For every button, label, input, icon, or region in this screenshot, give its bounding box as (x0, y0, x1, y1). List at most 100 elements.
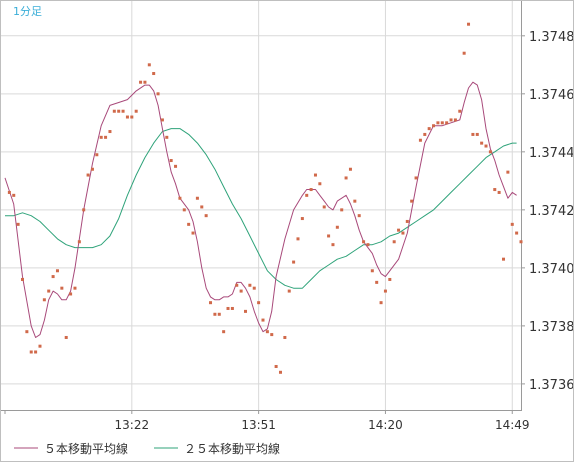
price-dot (12, 193, 16, 197)
x-tick-label: 14:49 (495, 418, 530, 432)
price-dot (209, 301, 213, 305)
price-dot (309, 188, 313, 192)
price-dot (90, 167, 94, 171)
price-dot (357, 214, 361, 218)
price-dot (47, 289, 51, 293)
ma5-layer (4, 81, 517, 338)
price-dot (370, 269, 374, 273)
price-dot (322, 205, 326, 209)
price-dot (34, 350, 38, 354)
price-dot (388, 277, 392, 281)
price-dot (156, 92, 160, 96)
price-dot (449, 118, 453, 122)
horizontal-gridlines (0, 35, 525, 385)
price-dot (265, 330, 269, 334)
price-dot (331, 243, 335, 247)
price-dot (305, 193, 309, 197)
price-dot (335, 225, 339, 229)
price-dot (130, 115, 134, 119)
price-dot (82, 208, 86, 212)
price-dot (139, 80, 143, 84)
price-dot (292, 260, 296, 264)
price-dot (383, 289, 387, 293)
price-dot (436, 121, 440, 125)
vertical-gridlines (4, 1, 513, 414)
price-dot (143, 80, 147, 84)
price-dot (169, 159, 173, 163)
y-tick-label: 1.3744 (529, 146, 574, 161)
price-dots-layer (7, 22, 523, 374)
price-dot (42, 298, 46, 302)
ma25-line (5, 128, 517, 289)
x-tick-label: 13:51 (241, 418, 276, 432)
price-dot (414, 176, 418, 180)
timeframe-label[interactable]: 1分足 (13, 5, 42, 18)
price-dot (401, 231, 405, 235)
price-dot (327, 234, 331, 238)
y-axis-tick-labels: 1.3736 1.3738 1.3740 1.3742 1.3744 1.3746 1.37… (529, 30, 574, 393)
price-dot (502, 257, 506, 261)
price-dot (38, 344, 42, 348)
price-dot (152, 72, 156, 76)
y-tick-label: 1.3738 (529, 320, 574, 335)
legend: ５本移動平均線 ２５本移動平均線 (14, 441, 280, 456)
price-dot (86, 173, 90, 177)
price-dot (405, 219, 409, 223)
price-dot (497, 190, 501, 194)
price-dot (410, 199, 414, 203)
price-dot (222, 330, 226, 334)
price-dot (471, 132, 475, 136)
ma25-layer (5, 128, 517, 289)
price-dot (252, 286, 256, 290)
price-dot (25, 330, 29, 334)
y-tick-label: 1.3736 (529, 378, 574, 393)
price-dot (134, 109, 138, 113)
price-dot (440, 121, 444, 125)
price-dot (125, 115, 129, 119)
price-dot (283, 335, 287, 339)
price-dot (515, 231, 519, 235)
price-dot (313, 173, 317, 177)
price-dot (16, 222, 20, 226)
price-dot (493, 188, 497, 192)
price-dot (353, 199, 357, 203)
price-dot (362, 240, 366, 244)
price-dot (204, 214, 208, 218)
plot-area (0, 0, 522, 411)
price-dot (257, 301, 261, 305)
price-dot (519, 240, 523, 244)
y-tick-label: 1.3742 (529, 204, 574, 219)
price-dot (397, 228, 401, 232)
price-dot (29, 350, 33, 354)
price-dot (112, 109, 116, 113)
price-dot (147, 63, 151, 67)
price-dot (379, 301, 383, 305)
price-dot (239, 289, 243, 293)
price-dot (427, 127, 431, 131)
price-dot (484, 144, 488, 148)
price-dot (432, 124, 436, 128)
price-dot (108, 130, 112, 134)
price-dot (375, 280, 379, 284)
price-dot (392, 240, 396, 244)
price-dot (55, 269, 59, 273)
price-dot (165, 135, 169, 139)
price-dot (348, 167, 352, 171)
price-dot (423, 132, 427, 136)
x-tick-label: 14:20 (368, 418, 403, 432)
price-dot (453, 118, 457, 122)
price-dot (99, 135, 103, 139)
price-dot (458, 109, 462, 113)
price-dot (60, 286, 64, 290)
price-dot (187, 222, 191, 226)
price-dot (340, 208, 344, 212)
y-tick-label: 1.3740 (529, 262, 574, 277)
price-dot (69, 292, 73, 296)
price-dot (104, 135, 108, 139)
price-dot (261, 318, 265, 322)
price-dot (274, 364, 278, 368)
price-dot (278, 370, 282, 374)
price-dot (230, 306, 234, 310)
